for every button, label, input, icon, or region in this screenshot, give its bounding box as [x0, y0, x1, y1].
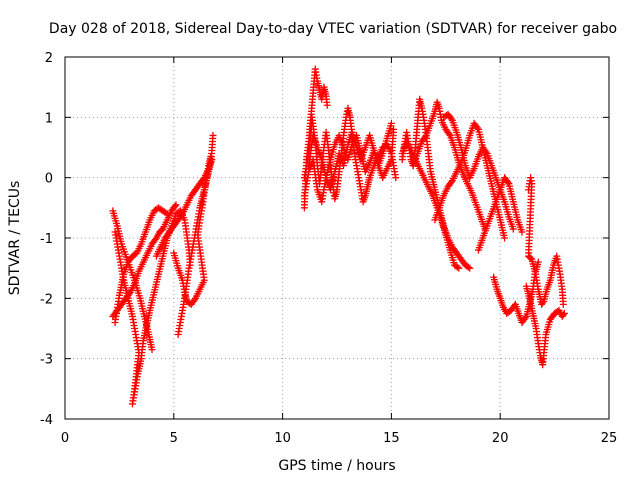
data-point-marker — [125, 290, 133, 298]
data-point-marker — [421, 133, 429, 141]
series-arc-s — [524, 174, 567, 308]
y-tick-label: 1 — [45, 111, 53, 126]
data-point-marker — [521, 314, 529, 322]
data-point-marker — [453, 263, 461, 271]
data-point-marker — [323, 101, 331, 109]
data-point-marker — [445, 130, 453, 138]
data-marks — [109, 65, 568, 408]
data-point-marker — [504, 178, 512, 186]
data-point-marker — [455, 264, 463, 272]
data-point-marker — [447, 178, 455, 186]
data-point-marker — [177, 211, 185, 219]
y-tick-label: -4 — [40, 413, 53, 428]
series-arc-g — [152, 156, 216, 260]
data-point-marker — [151, 236, 159, 244]
x-axis-label: GPS time / hours — [278, 458, 395, 474]
y-tick-label: -3 — [40, 353, 53, 368]
data-point-marker — [199, 175, 207, 183]
data-point-marker — [171, 202, 179, 210]
data-point-marker — [466, 264, 474, 272]
series-arc-m — [398, 137, 463, 272]
y-tick-label: -2 — [40, 292, 53, 307]
data-point-marker — [559, 300, 567, 308]
plot-frame — [64, 56, 610, 420]
data-point-marker — [534, 258, 542, 266]
x-tick-label: 25 — [601, 431, 618, 446]
data-point-marker — [509, 225, 517, 233]
data-point-marker — [539, 299, 547, 307]
data-point-marker — [163, 210, 171, 218]
y-tick-label: 2 — [45, 51, 53, 66]
x-tick-label: 0 — [61, 431, 69, 446]
series-arc-j — [300, 125, 398, 206]
x-tick-label: 10 — [274, 431, 291, 446]
data-point-marker — [559, 311, 567, 319]
data-point-marker — [518, 228, 526, 236]
data-point-marker — [390, 125, 398, 133]
y-tick-label: -1 — [40, 232, 53, 247]
data-point-marker — [209, 131, 217, 139]
series-arc-f — [170, 153, 215, 308]
y-axis-label: SDTVAR / TECUs — [7, 181, 23, 296]
grid — [65, 57, 609, 419]
data-point-marker — [464, 263, 472, 271]
chart-title: Day 028 of 2018, Sidereal Day-to-day VTE… — [49, 21, 617, 37]
data-point-marker — [560, 309, 568, 317]
data-point-marker — [162, 209, 170, 217]
series-arc-t — [522, 282, 568, 369]
data-point-marker — [501, 234, 509, 242]
data-point-marker — [473, 124, 481, 132]
x-tick-label: 20 — [492, 431, 509, 446]
data-point-marker — [190, 296, 198, 304]
data-point-marker — [387, 119, 395, 127]
data-point-marker — [148, 346, 156, 354]
x-tick-label: 5 — [170, 431, 178, 446]
data-point-marker — [208, 156, 216, 164]
series-arc-d — [111, 204, 171, 326]
y-tick-label: 0 — [45, 172, 53, 187]
series-arc-k — [305, 119, 395, 194]
series-arc-q — [474, 174, 526, 254]
x-tick-label: 15 — [383, 431, 400, 446]
data-point-marker — [447, 115, 455, 123]
data-point-marker — [172, 201, 180, 209]
series-arc-l — [398, 95, 474, 272]
axis-ticks: 0 5 10 15 20 25 -4 -3 -2 -1 0 1 2 — [40, 51, 617, 446]
data-point-marker — [392, 174, 400, 182]
